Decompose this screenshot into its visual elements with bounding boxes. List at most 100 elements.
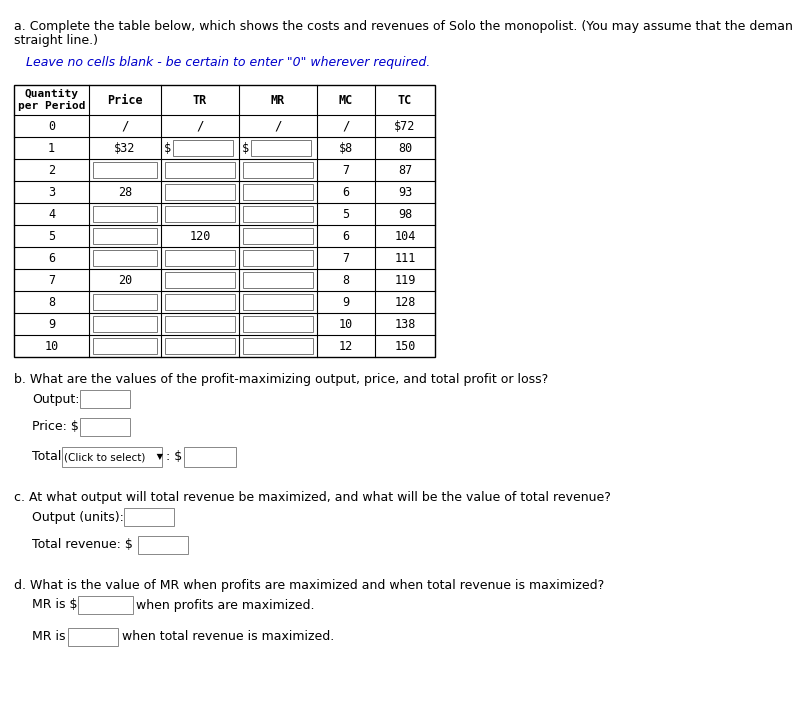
Bar — [93, 294, 157, 310]
Text: 104: 104 — [394, 230, 416, 242]
Text: TR: TR — [193, 93, 207, 106]
Bar — [165, 162, 235, 178]
Text: $72: $72 — [394, 120, 416, 133]
Bar — [165, 206, 235, 222]
Bar — [68, 628, 118, 646]
Bar — [165, 316, 235, 332]
Text: 28: 28 — [118, 185, 132, 198]
Text: c. At what output will total revenue be maximized, and what will be the value of: c. At what output will total revenue be … — [14, 491, 611, 504]
Text: Output:: Output: — [32, 392, 79, 406]
Text: 4: 4 — [48, 207, 55, 220]
Text: 128: 128 — [394, 295, 416, 309]
Text: ▼: ▼ — [154, 453, 163, 461]
Text: Quantity: Quantity — [25, 89, 79, 99]
Text: 1: 1 — [48, 141, 55, 155]
Text: 20: 20 — [118, 274, 132, 287]
Text: 5: 5 — [48, 230, 55, 242]
Text: 2: 2 — [48, 163, 55, 177]
Text: 87: 87 — [398, 163, 412, 177]
Text: 9: 9 — [343, 295, 350, 309]
Bar — [243, 162, 313, 178]
Bar — [124, 508, 174, 526]
Text: a. Complete the table below, which shows the costs and revenues of Solo the mono: a. Complete the table below, which shows… — [14, 20, 793, 33]
Text: /: / — [274, 120, 282, 133]
Text: 8: 8 — [343, 274, 350, 287]
Bar — [80, 390, 130, 408]
Bar — [165, 338, 235, 354]
Text: MR: MR — [271, 93, 285, 106]
Text: 138: 138 — [394, 317, 416, 331]
Bar — [243, 316, 313, 332]
Text: when profits are maximized.: when profits are maximized. — [136, 598, 315, 612]
Bar — [14, 85, 435, 357]
Bar — [165, 294, 235, 310]
Bar — [80, 418, 130, 436]
Text: 12: 12 — [339, 339, 353, 352]
Text: 93: 93 — [398, 185, 412, 198]
Bar — [243, 184, 313, 200]
Text: Price: Price — [107, 93, 143, 106]
Text: 3: 3 — [48, 185, 55, 198]
Text: Total: Total — [32, 451, 61, 463]
Text: d. What is the value of MR when profits are maximized and when total revenue is : d. What is the value of MR when profits … — [14, 579, 604, 592]
Text: (Click to select): (Click to select) — [64, 452, 145, 462]
Text: 119: 119 — [394, 274, 416, 287]
Text: /: / — [343, 120, 350, 133]
Text: 5: 5 — [343, 207, 350, 220]
Text: 10: 10 — [44, 339, 59, 352]
Bar — [165, 272, 235, 288]
Bar — [165, 250, 235, 266]
Text: $: $ — [242, 141, 249, 155]
Bar — [243, 272, 313, 288]
Bar — [78, 596, 133, 614]
Text: MC: MC — [339, 93, 353, 106]
Text: MR is: MR is — [32, 630, 66, 644]
Text: Output (units):: Output (units): — [32, 511, 124, 523]
Text: 9: 9 — [48, 317, 55, 331]
Text: 120: 120 — [190, 230, 211, 242]
Bar — [184, 447, 236, 467]
Bar — [93, 338, 157, 354]
Text: Price: $: Price: $ — [32, 421, 79, 434]
Bar — [62, 447, 162, 467]
Bar — [93, 250, 157, 266]
Bar — [93, 316, 157, 332]
Text: 150: 150 — [394, 339, 416, 352]
Text: Total revenue: $: Total revenue: $ — [32, 538, 133, 551]
Bar — [93, 206, 157, 222]
Bar — [93, 162, 157, 178]
Bar — [243, 228, 313, 244]
Text: 10: 10 — [339, 317, 353, 331]
Text: $8: $8 — [339, 141, 353, 155]
Text: /: / — [196, 120, 204, 133]
Text: b. What are the values of the profit-maximizing output, price, and total profit : b. What are the values of the profit-max… — [14, 373, 548, 386]
Text: Leave no cells blank - be certain to enter "0" wherever required.: Leave no cells blank - be certain to ent… — [14, 56, 431, 69]
Text: 6: 6 — [343, 185, 350, 198]
Text: TC: TC — [398, 93, 412, 106]
Bar — [251, 140, 311, 156]
Bar — [243, 294, 313, 310]
Bar — [138, 536, 188, 554]
Text: straight line.): straight line.) — [14, 34, 98, 47]
Text: : $: : $ — [166, 451, 182, 463]
Text: 80: 80 — [398, 141, 412, 155]
Bar — [243, 206, 313, 222]
Text: /: / — [121, 120, 128, 133]
Text: $: $ — [164, 141, 171, 155]
Text: 98: 98 — [398, 207, 412, 220]
Bar — [173, 140, 233, 156]
Text: when total revenue is maximized.: when total revenue is maximized. — [122, 630, 335, 644]
Text: 6: 6 — [48, 252, 55, 265]
Text: $32: $32 — [114, 141, 136, 155]
Text: 111: 111 — [394, 252, 416, 265]
Bar — [243, 338, 313, 354]
Bar — [243, 250, 313, 266]
Text: per Period: per Period — [17, 101, 86, 111]
Bar — [93, 228, 157, 244]
Text: 7: 7 — [343, 163, 350, 177]
Text: 6: 6 — [343, 230, 350, 242]
Text: 0: 0 — [48, 120, 55, 133]
Text: 7: 7 — [343, 252, 350, 265]
Text: 7: 7 — [48, 274, 55, 287]
Text: 8: 8 — [48, 295, 55, 309]
